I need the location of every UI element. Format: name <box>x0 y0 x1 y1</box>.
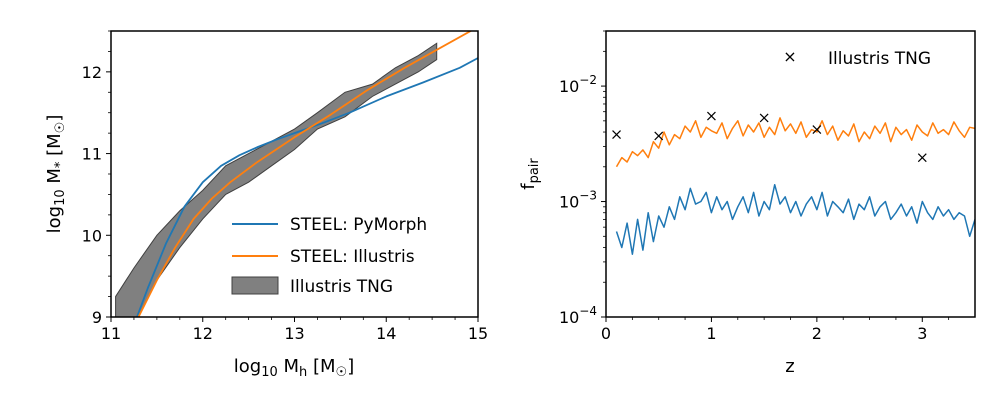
pymorph-line <box>136 57 478 317</box>
left-plot-frame <box>110 30 479 318</box>
left-legend: STEEL: PyMorph STEEL: Illustris Illustri… <box>231 215 427 297</box>
pymorph-fpair-line <box>615 183 975 255</box>
tng-marker <box>812 125 822 135</box>
tng-marker <box>759 113 769 123</box>
illustris-line <box>137 31 473 317</box>
left-x-tick-label: 11 <box>101 324 121 343</box>
left-x-tick-label: 13 <box>284 324 304 343</box>
left-x-tick-label: 12 <box>193 324 213 343</box>
right-y-tick-label: 10−2 <box>559 73 597 96</box>
right-x-axis-label: z <box>785 356 794 377</box>
legend-label-tng: Illustris TNG <box>290 277 393 297</box>
legend-marker-tng: × <box>783 47 796 66</box>
tng-marker <box>707 111 716 121</box>
tng-marker <box>654 131 664 141</box>
tng-band <box>115 42 438 317</box>
right-y-tick-label: 10−3 <box>559 189 597 212</box>
legend-label-tng-right: Illustris TNG <box>828 49 931 69</box>
left-x-axis-label: log10 Mh [M☉] <box>234 356 354 380</box>
left-y-tick-label: 11 <box>82 145 102 164</box>
right-legend: × Illustris TNG <box>783 47 931 69</box>
left-y-tick-label: 12 <box>82 63 102 82</box>
right-x-tick-label: 1 <box>706 324 716 343</box>
right-x-tick-label: 0 <box>601 324 611 343</box>
legend-swatch-tng <box>231 276 279 295</box>
right-y-axis-label: fpair <box>518 158 542 190</box>
right-x-tick-label: 2 <box>812 324 822 343</box>
right-x-tick-label: 3 <box>917 324 927 343</box>
left-x-tick-label: 14 <box>376 324 396 343</box>
right-panel: 0 1 2 3 10−4 10−3 10−2 z fpair × Illustris TN… <box>518 30 976 377</box>
legend-label-illustris: STEEL: Illustris <box>290 247 415 267</box>
left-x-tick-label: 15 <box>468 324 488 343</box>
tng-marker <box>612 130 621 140</box>
tng-marker <box>917 153 927 163</box>
left-y-axis-label: log10 M* [M☉] <box>44 115 68 234</box>
right-y-tick-label: 10−4 <box>559 304 597 327</box>
illustris-fpair-line <box>615 117 975 168</box>
legend-label-pymorph: STEEL: PyMorph <box>290 215 427 235</box>
right-plot-frame <box>605 30 976 318</box>
left-panel: 11 12 13 14 15 9 10 11 12 log10 Mh [M☉] log10 M… <box>44 30 488 380</box>
left-y-tick-label: 10 <box>82 226 102 245</box>
left-y-tick-label: 9 <box>92 308 102 327</box>
